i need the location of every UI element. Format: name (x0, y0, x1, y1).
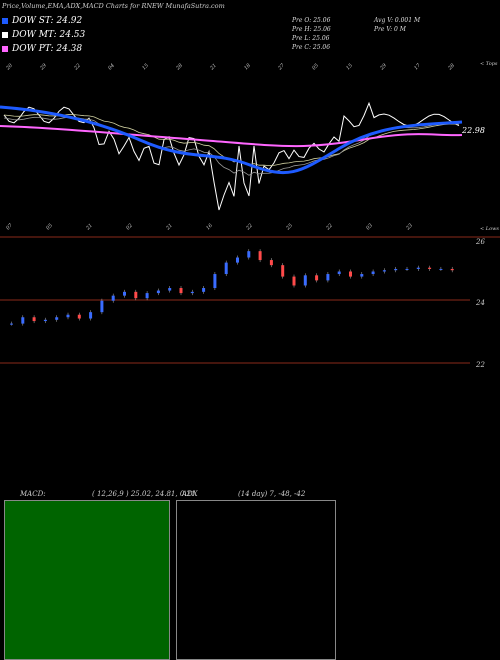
candle (168, 288, 172, 291)
candle (145, 293, 149, 299)
last-value-label: 22.98 (462, 126, 485, 135)
top-date-label: 20 (4, 62, 14, 72)
candle (360, 274, 364, 277)
top-date-label: 15 (141, 63, 150, 72)
legend-swatch-pt (2, 45, 8, 52)
top-date-label: 15 (345, 63, 354, 72)
bottom-date-label: 21 (164, 223, 173, 232)
candle (10, 323, 13, 325)
legend-label-pt: DOW PT: 24.38 (12, 44, 83, 54)
candle (100, 300, 104, 313)
candle (213, 274, 217, 289)
legend-dow-st: DOW ST: 24.92 (2, 16, 82, 26)
candle (326, 274, 330, 281)
candle (179, 288, 183, 294)
candle (123, 291, 126, 296)
legend-swatch-mt (2, 31, 8, 38)
candle (202, 288, 206, 292)
candle (281, 265, 285, 277)
ohlc-open: Pre O: 25.06 (292, 17, 331, 24)
candle (315, 275, 319, 281)
candle (43, 319, 47, 322)
candle (303, 275, 307, 286)
candle (66, 314, 70, 318)
candle (89, 312, 93, 319)
candle (55, 317, 59, 320)
candle (349, 271, 352, 277)
top-date-label: 29 (38, 62, 48, 72)
candle (382, 270, 386, 272)
bottom-date-label: 25 (284, 223, 293, 232)
adx-panel (176, 500, 336, 660)
candle (292, 276, 296, 286)
top-date-label: 21 (208, 63, 217, 72)
top-date-label: 04 (107, 63, 116, 72)
top-date-label: 27 (276, 62, 286, 72)
legend-dow-mt: DOW MT: 24.53 (2, 30, 85, 40)
bottom-date-label: 16 (205, 222, 214, 231)
bottom-date-label: 21 (84, 223, 93, 232)
candle (156, 290, 160, 294)
ema-mt-line (3, 114, 460, 167)
bottom-date-label: 22 (244, 223, 253, 232)
candle (405, 268, 409, 270)
candle (394, 268, 398, 271)
bottom-date-label: 03 (365, 223, 374, 232)
top-date-label: 22 (72, 63, 81, 72)
tops-tag: < Tops (480, 61, 498, 67)
top-date-label: 28 (174, 63, 183, 72)
top-date-label: 05 (311, 63, 320, 72)
macd-params: ( 12,26,9 ) 25.02, 24.81, 0.21 (92, 490, 196, 498)
y-tick-24: 24 (476, 299, 485, 307)
candle (371, 271, 375, 275)
chart-title: Price,Volume,EMA,ADX,MACD Charts for RNE… (2, 2, 225, 10)
macd-panel (4, 500, 170, 660)
top-date-label: 29 (378, 62, 388, 72)
y-tick-22: 22 (476, 361, 485, 369)
bottom-date-label: 02 (125, 223, 134, 232)
ohlc-close: Pre C: 25.06 (292, 44, 331, 51)
legend-dow-pt: DOW PT: 24.38 (2, 44, 82, 54)
candle (111, 295, 115, 301)
bottom-date-label: 22 (324, 223, 333, 232)
ohlc-high: Pre H: 25.06 (292, 26, 331, 33)
macd-label: MACD: (20, 490, 46, 498)
bottom-date-label: 23 (404, 223, 413, 232)
prev-volume: Pre V: 0 M (374, 26, 406, 33)
candle (134, 291, 138, 299)
candle (258, 251, 262, 261)
candle (236, 257, 239, 263)
legend-label-mt: DOW MT: 24.53 (12, 30, 86, 40)
candle (21, 317, 25, 324)
candle (439, 268, 443, 270)
price-line (3, 101, 460, 211)
adx-label: ADX (182, 490, 198, 498)
candle (428, 267, 432, 269)
candle (32, 317, 36, 322)
bottom-date-label: 05 (45, 223, 54, 232)
legend-swatch-st (2, 17, 8, 24)
legend-label-st: DOW ST: 24.92 (12, 16, 83, 26)
candle (269, 260, 273, 266)
lows-tag: < Lows (480, 226, 499, 232)
candle (77, 314, 81, 319)
y-tick-26: 26 (476, 238, 485, 246)
candle (224, 262, 228, 275)
top-date-label: 28 (446, 63, 455, 72)
dow-pt-line (0, 125, 463, 148)
bottom-date-label: 07 (5, 222, 14, 231)
top-date-label: 18 (243, 63, 252, 72)
candle (450, 268, 454, 271)
ohlc-low: Pre L: 25.06 (292, 35, 330, 42)
ema-line (3, 116, 460, 176)
dow-st-line (0, 105, 463, 175)
avg-volume: Avg V: 0.001 M (374, 17, 421, 24)
adx-params: (14 day) 7, -48, -42 (238, 490, 306, 498)
candle (337, 271, 341, 275)
top-date-label: 17 (413, 62, 422, 71)
candle (416, 267, 420, 269)
candle (247, 251, 251, 258)
candle (190, 291, 194, 294)
